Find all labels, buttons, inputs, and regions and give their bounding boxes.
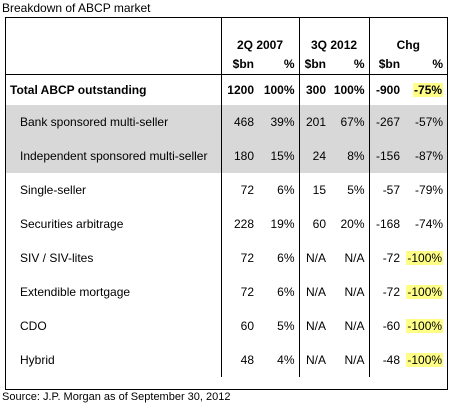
- value-cell: 24: [298, 139, 332, 173]
- value-cell: -168: [368, 207, 406, 241]
- value-cell: 20%: [340, 217, 365, 231]
- value-cell: N/A: [298, 241, 332, 275]
- period-header-chg: Chg: [368, 18, 448, 54]
- value-cell: 201: [298, 105, 332, 139]
- table-row: CDO 60 5% N/A N/A -60 -100%: [6, 309, 447, 343]
- source-note: Source: J.P. Morgan as of September 30, …: [2, 391, 231, 403]
- value-cell: 19%: [270, 217, 295, 231]
- unit-header: $bn: [298, 54, 332, 75]
- total-row: Total ABCP outstanding 1200 100% 300 100…: [6, 74, 447, 105]
- row-label: Hybrid: [20, 353, 55, 367]
- table-row: Bank sponsored multi-seller 468 39% 201 …: [6, 105, 448, 139]
- unit-header: %: [331, 54, 370, 75]
- period-header-row: 2Q 2007 3Q 2012 Chg: [6, 18, 448, 54]
- table-row: Single-seller 72 6% 15 5% -57 -79%: [6, 173, 447, 207]
- table-row: Independent sponsored multi-seller 180 1…: [6, 139, 448, 173]
- table-row: SIV / SIV-lites 72 6% N/A N/A -72 -100%: [6, 241, 447, 275]
- value-cell: N/A: [344, 285, 365, 299]
- value-cell: -48: [368, 343, 406, 377]
- corner-cell-2: [6, 54, 221, 75]
- value-cell: N/A: [298, 309, 332, 343]
- value-cell: -79%: [415, 183, 444, 197]
- value-cell: -900: [368, 74, 406, 105]
- value-cell: 72: [220, 173, 259, 207]
- highlighted-value: -100%: [406, 319, 444, 333]
- unit-header: $bn: [368, 54, 406, 75]
- value-cell: 6%: [277, 251, 295, 265]
- row-label: Single-seller: [20, 183, 87, 197]
- row-label: Extendible mortgage: [20, 285, 131, 299]
- value-cell: 228: [220, 207, 259, 241]
- value-cell: -74%: [415, 217, 444, 231]
- abcp-table: 2Q 2007 3Q 2012 Chg $bn % $bn % $bn % To…: [6, 18, 448, 377]
- value-cell: 5%: [277, 319, 295, 333]
- value-cell: -57: [368, 173, 406, 207]
- value-cell: N/A: [344, 319, 365, 333]
- value-cell: 15: [298, 173, 332, 207]
- row-label: SIV / SIV-lites: [20, 251, 94, 265]
- abcp-table-frame: 2Q 2007 3Q 2012 Chg $bn % $bn % $bn % To…: [5, 17, 448, 390]
- highlighted-value: -100%: [406, 251, 444, 265]
- value-cell: N/A: [344, 353, 365, 367]
- value-cell: -267: [368, 105, 406, 139]
- row-label: Independent sponsored multi-seller: [6, 139, 221, 173]
- page-title: Breakdown of ABCP market: [2, 1, 151, 15]
- value-cell: 468: [220, 105, 259, 139]
- value-cell: 39%: [259, 105, 300, 139]
- table-row: Securities arbitrage 228 19% 60 20% -168…: [6, 207, 447, 241]
- row-label: Securities arbitrage: [20, 217, 124, 231]
- value-cell: 60: [220, 309, 259, 343]
- value-cell: 48: [220, 343, 259, 377]
- value-cell: 6%: [277, 285, 295, 299]
- value-cell: 4%: [277, 353, 295, 367]
- corner-cell: [6, 18, 221, 54]
- unit-header: $bn: [220, 54, 259, 75]
- period-header-3q2012: 3Q 2012: [298, 18, 370, 54]
- period-header-2q2007: 2Q 2007: [220, 18, 300, 54]
- value-cell: -57%: [405, 105, 448, 139]
- unit-header: %: [405, 54, 448, 75]
- value-cell: N/A: [344, 251, 365, 265]
- value-cell: -60: [368, 309, 406, 343]
- value-cell: 1200: [220, 74, 259, 105]
- row-label: Bank sponsored multi-seller: [6, 105, 221, 139]
- value-cell: 180: [220, 139, 259, 173]
- value-cell: 6%: [277, 183, 295, 197]
- table-row: Hybrid 48 4% N/A N/A -48 -100%: [6, 343, 447, 377]
- value-cell: 100%: [333, 83, 365, 97]
- unit-header-row: $bn % $bn % $bn %: [6, 54, 448, 75]
- unit-header: %: [259, 54, 300, 75]
- table-row: Extendible mortgage 72 6% N/A N/A -72 -1…: [6, 275, 447, 309]
- value-cell: -72: [368, 241, 406, 275]
- row-label: Total ABCP outstanding: [10, 83, 147, 97]
- value-cell: 100%: [263, 83, 295, 97]
- highlighted-value: -75%: [413, 83, 444, 97]
- value-cell: 5%: [347, 183, 365, 197]
- highlighted-value: -100%: [406, 285, 444, 299]
- value-cell: -72: [368, 275, 406, 309]
- value-cell: 72: [220, 241, 259, 275]
- value-cell: -156: [368, 139, 406, 173]
- value-cell: 72: [220, 275, 259, 309]
- value-cell: 15%: [259, 139, 300, 173]
- value-cell: 8%: [331, 139, 370, 173]
- value-cell: 300: [298, 74, 332, 105]
- value-cell: 67%: [331, 105, 370, 139]
- value-cell: 60: [298, 207, 332, 241]
- highlighted-value: -100%: [406, 353, 444, 367]
- row-label: CDO: [20, 319, 47, 333]
- value-cell: N/A: [298, 343, 332, 377]
- value-cell: -87%: [405, 139, 448, 173]
- value-cell: N/A: [298, 275, 332, 309]
